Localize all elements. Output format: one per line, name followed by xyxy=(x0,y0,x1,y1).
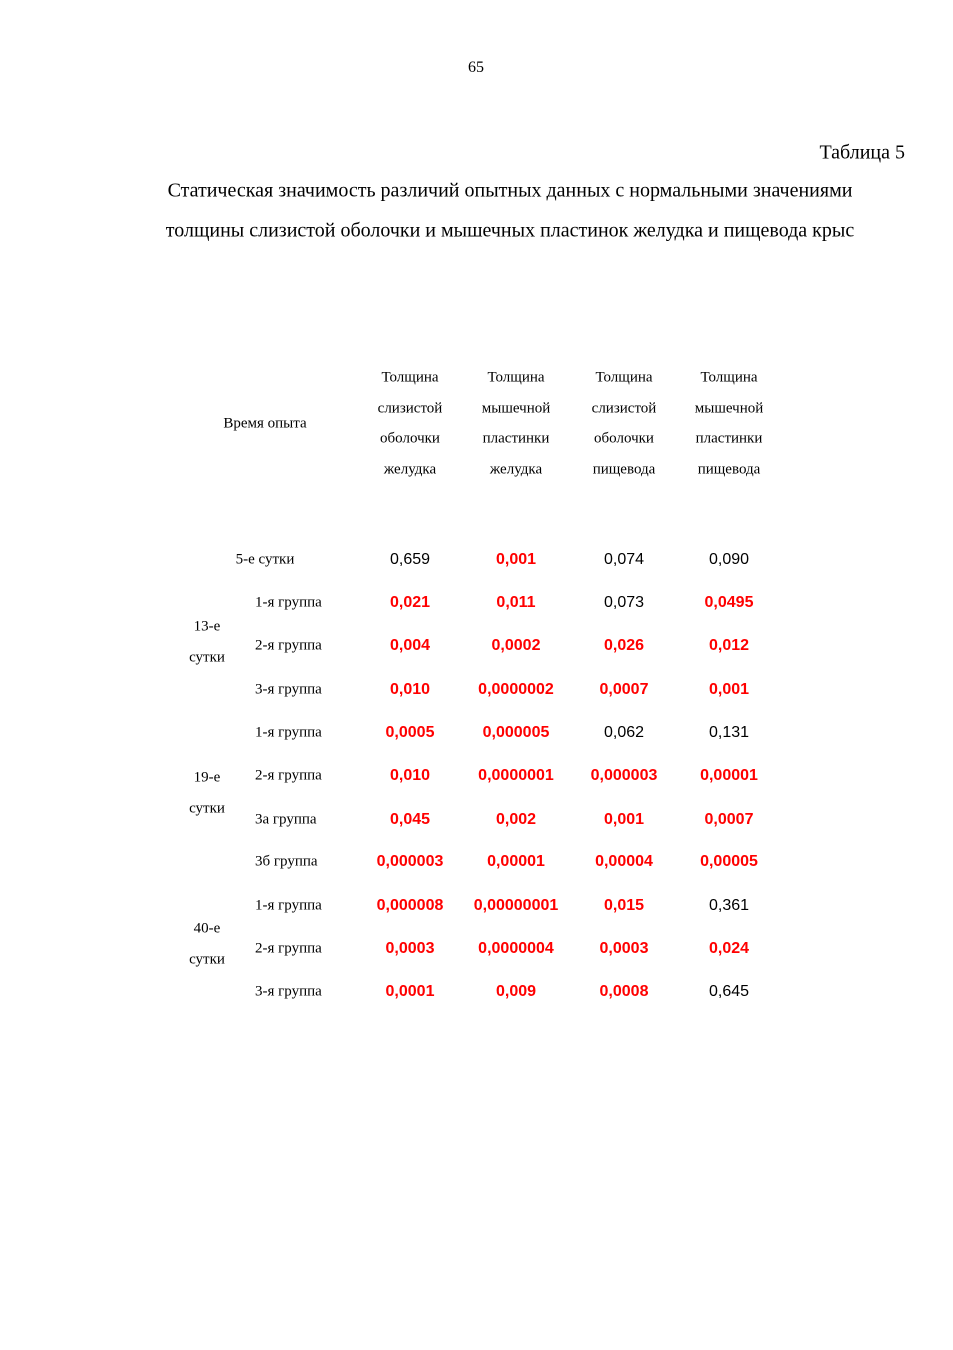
row-label: 3-я группа xyxy=(255,681,322,698)
cell: 0,0000001 xyxy=(478,767,554,784)
cell: 0,000003 xyxy=(590,767,658,784)
cell: 0,062 xyxy=(603,724,645,741)
day-label: сутки xyxy=(189,649,225,665)
page-number: 65 xyxy=(468,59,484,76)
column-header: мышечной xyxy=(694,400,764,417)
caption-line: Статическая значимость различий опытных … xyxy=(167,179,853,202)
cell: 0,0007 xyxy=(599,681,649,698)
cell: 0,131 xyxy=(708,724,750,741)
cell: 0,021 xyxy=(389,594,431,611)
cell: 0,0001 xyxy=(385,983,435,1000)
cell: 0,024 xyxy=(708,940,750,957)
cell: 0,015 xyxy=(603,897,645,914)
cell: 0,0007 xyxy=(704,811,754,828)
column-header: мышечной xyxy=(481,400,551,417)
column-header: желудка xyxy=(383,461,437,478)
row-label: 2-я группа xyxy=(255,767,322,784)
cell: 0,00001 xyxy=(487,853,545,870)
row-label: 1-я группа xyxy=(255,594,322,611)
cell: 0,0495 xyxy=(704,594,754,611)
column-header: пищевода xyxy=(697,461,761,478)
row-label: 3-я группа xyxy=(255,983,322,1000)
cell: 0,00004 xyxy=(595,853,653,870)
row-label: 3а группа xyxy=(255,811,317,828)
row-label: 2-я группа xyxy=(255,940,322,957)
cell: 0,00005 xyxy=(700,853,758,870)
cell: 0,645 xyxy=(708,983,750,1000)
cell: 0,002 xyxy=(495,811,537,828)
day-label: 40-е xyxy=(193,920,221,937)
column-header: оболочки xyxy=(594,430,654,447)
column-header: слизистой xyxy=(591,400,657,417)
cell: 0,000008 xyxy=(376,897,444,914)
cell: 0,001 xyxy=(603,811,645,828)
row-label: 2-я группа xyxy=(255,637,322,654)
day-label: 19-е xyxy=(193,769,221,785)
cell: 0,073 xyxy=(603,594,645,611)
row-label: 1-я группа xyxy=(255,724,322,741)
cell: 0,001 xyxy=(495,551,537,568)
column-header: оболочки xyxy=(380,430,440,447)
cell: 0,0003 xyxy=(599,940,649,957)
cell: 0,004 xyxy=(389,637,431,654)
cell: 0,00000001 xyxy=(473,897,559,914)
caption-line: толщины слизистой оболочки и мышечных пл… xyxy=(165,219,855,242)
cell: 0,0002 xyxy=(491,637,541,654)
cell: 0,090 xyxy=(708,551,750,568)
day-label: сутки xyxy=(189,800,225,816)
cell: 0,026 xyxy=(603,637,645,654)
column-header: пластинки xyxy=(482,430,550,447)
table-label: Таблица 5 xyxy=(819,141,905,164)
cell: 0,011 xyxy=(496,594,536,611)
cell: 0,659 xyxy=(389,551,431,568)
column-header: Толщина xyxy=(700,369,758,386)
cell: 0,010 xyxy=(389,767,431,784)
column-header: пластинки xyxy=(695,430,763,447)
day-label: сутки xyxy=(189,951,225,968)
header-time: Время опыта xyxy=(223,415,307,432)
cell: 0,0000002 xyxy=(478,681,554,698)
cell: 0,0000004 xyxy=(478,940,554,957)
column-header: Толщина xyxy=(381,369,439,386)
column-header: слизистой xyxy=(377,400,443,417)
cell: 0,010 xyxy=(389,681,431,698)
day-label: 13-е xyxy=(193,618,221,634)
row-label: 3б группа xyxy=(255,853,318,870)
cell: 0,0005 xyxy=(385,724,435,741)
cell: 0,00001 xyxy=(700,767,758,784)
cell: 0,074 xyxy=(603,551,645,568)
column-header: пищевода xyxy=(592,461,656,478)
column-header: Толщина xyxy=(487,369,545,386)
cell: 0,000005 xyxy=(482,724,550,741)
row-label: 1-я группа xyxy=(255,897,322,914)
cell: 0,000003 xyxy=(376,853,444,870)
column-header: желудка xyxy=(489,461,543,478)
column-header: Толщина xyxy=(595,369,653,386)
cell: 0,009 xyxy=(495,983,537,1000)
cell: 0,0003 xyxy=(385,940,435,957)
cell: 0,0008 xyxy=(599,983,649,1000)
cell: 0,045 xyxy=(389,811,431,828)
row-label: 5-е сутки xyxy=(235,551,295,568)
cell: 0,001 xyxy=(708,681,750,698)
cell: 0,361 xyxy=(708,897,750,914)
cell: 0,012 xyxy=(708,637,750,654)
